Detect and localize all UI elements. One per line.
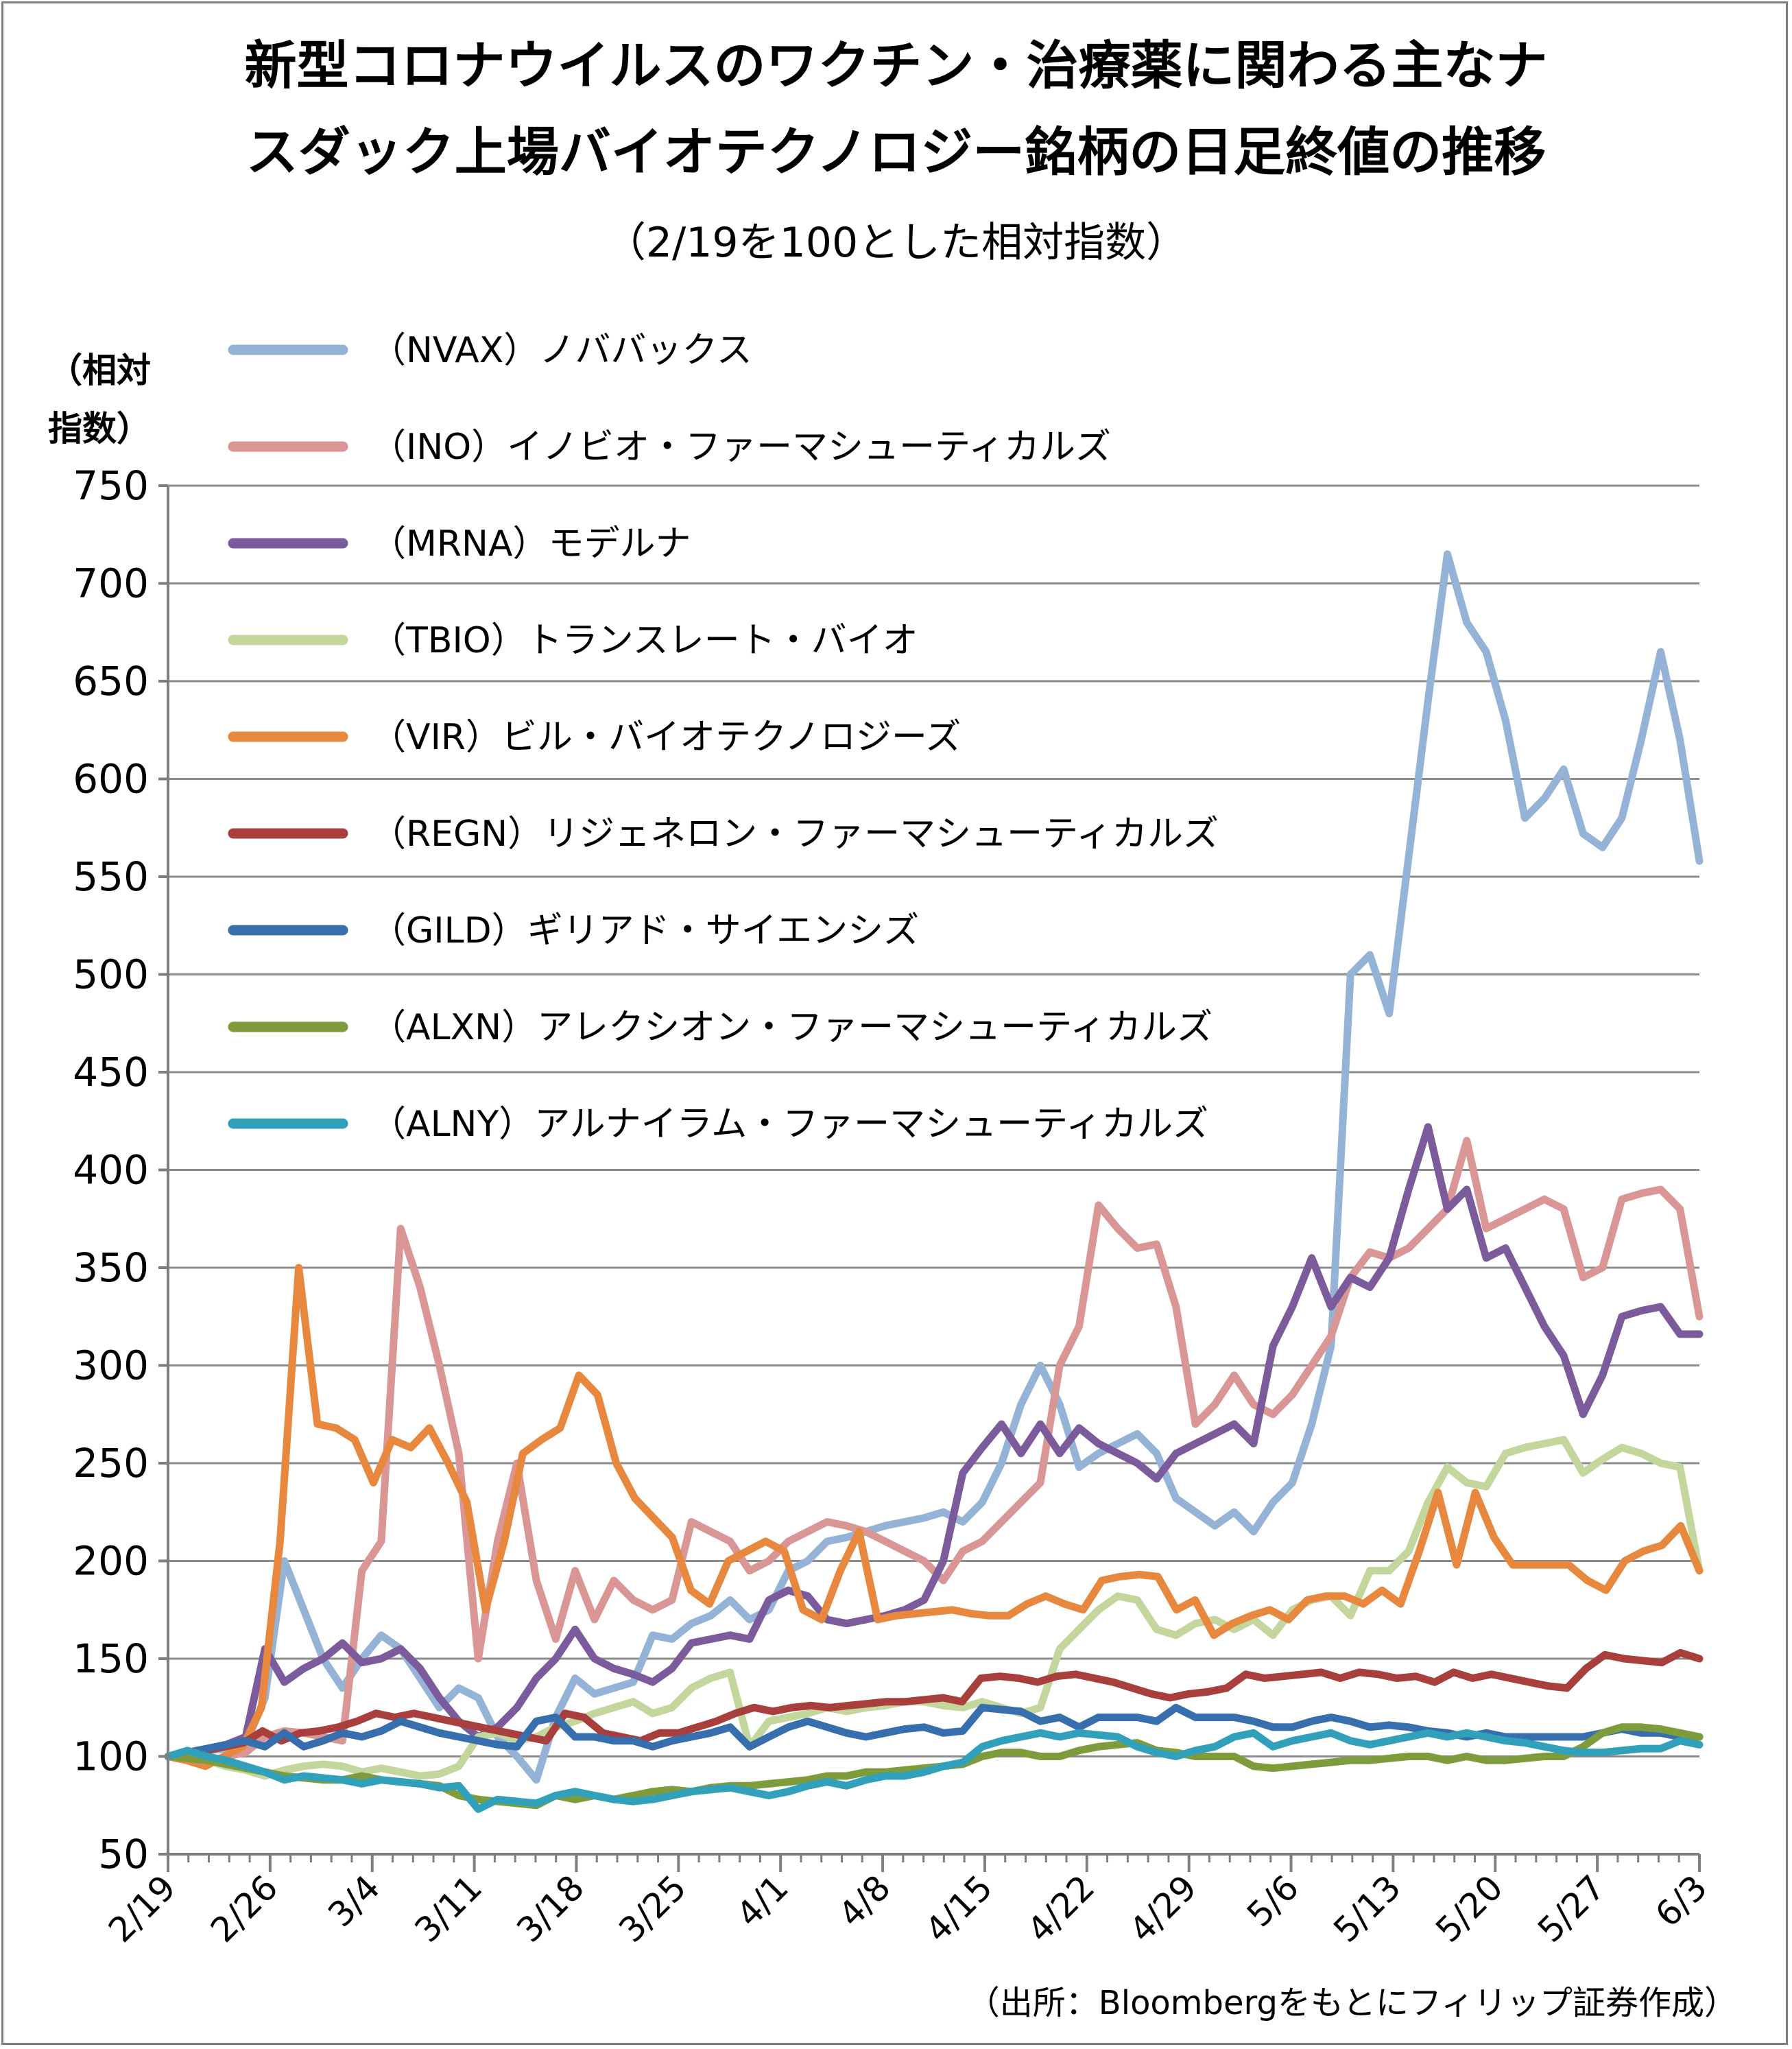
legend-label-4: （VIR）ビル・バイオテクノロジーズ [370, 717, 961, 758]
x-tick-label: 2/19 [101, 1867, 183, 1950]
y-tick-label: 500 [73, 951, 149, 998]
series-line-5 [164, 1648, 1704, 1760]
legend-label-7: （ALXN）アレクシオン・ファーマシューティカルズ [370, 1007, 1212, 1048]
chart-title-line-2: スダック上場バイオテクノロジー銘柄の日足終値の推移 [246, 121, 1546, 182]
y-tick-label: 600 [73, 756, 149, 803]
x-tick-label: 3/11 [407, 1867, 490, 1950]
series-line-1 [164, 1137, 1704, 1766]
x-tick-label: 4/8 [831, 1867, 898, 1934]
series-line-0 [164, 550, 1704, 1784]
legend-label-3: （TBIO）トランスレート・バイオ [370, 620, 918, 661]
y-tick-label: 100 [73, 1733, 149, 1780]
legend: （NVAX）ノババックス （INO）イノビオ・ファーマシューティカルズ （MRNA）… [228, 330, 1219, 1145]
chart-subtitle: （2/19を100とした相対指数） [604, 219, 1188, 267]
legend-label-5: （REGN）リジェネロン・ファーマシューティカルズ [370, 814, 1219, 855]
legend-label-6: （GILD）ギリアド・サイエンシズ [370, 910, 919, 951]
x-tick-label: 6/3 [1648, 1867, 1715, 1934]
chart-title-line-1: 新型コロナウイルスのワクチン・治療薬に関わる主なナ [244, 35, 1548, 96]
y-axis-label-line-1: （相対 [48, 351, 151, 390]
series-line-2 [164, 1123, 1704, 1760]
legend-label-2: （MRNA）モデルナ [370, 523, 691, 565]
x-tick-label: 5/27 [1530, 1867, 1612, 1950]
x-tick-label: 3/4 [320, 1867, 387, 1934]
x-tick-label: 4/15 [918, 1867, 1000, 1950]
x-tick-label: 5/20 [1428, 1867, 1510, 1950]
series-line-4 [164, 1264, 1704, 1770]
x-tick-label: 5/13 [1326, 1867, 1408, 1950]
series-lines [164, 550, 1704, 1813]
x-tick-label: 2/26 [203, 1867, 285, 1950]
legend-label-0: （NVAX）ノババックス [370, 330, 752, 371]
x-tick-label: 5/6 [1239, 1867, 1306, 1934]
y-tick-label: 200 [73, 1538, 149, 1585]
legend-label-1: （INO）イノビオ・ファーマシューティカルズ [370, 427, 1111, 468]
y-tick-label: 150 [73, 1635, 149, 1682]
y-tick-label: 750 [73, 462, 149, 509]
y-tick-label: 350 [73, 1244, 149, 1291]
y-tick-label: 450 [73, 1049, 149, 1095]
x-tick-label: 4/1 [729, 1867, 796, 1934]
y-tick-label: 50 [98, 1831, 149, 1878]
grid-lines [168, 484, 1699, 1757]
y-tick-label: 650 [73, 658, 149, 704]
legend-label-8: （ALNY）アルナイラム・ファーマシューティカルズ [370, 1104, 1208, 1145]
y-tick-label: 700 [73, 560, 149, 607]
y-tick-label: 400 [73, 1147, 149, 1194]
y-axis-label-line-2: 指数） [48, 409, 151, 449]
y-tick-label: 250 [73, 1440, 149, 1487]
x-tick-label: 3/25 [611, 1867, 693, 1950]
series-line-8 [164, 1729, 1704, 1813]
series-line-3 [164, 1436, 1704, 1780]
y-tick-label: 550 [73, 853, 149, 900]
x-tick-label: 3/18 [510, 1867, 592, 1950]
x-tick-label: 4/29 [1122, 1867, 1204, 1950]
source-note: （出所：Bloombergをもとにフィリップ証券作成） [966, 1984, 1737, 2022]
x-tick-label: 4/22 [1020, 1867, 1102, 1950]
y-tick-label: 300 [73, 1342, 149, 1389]
